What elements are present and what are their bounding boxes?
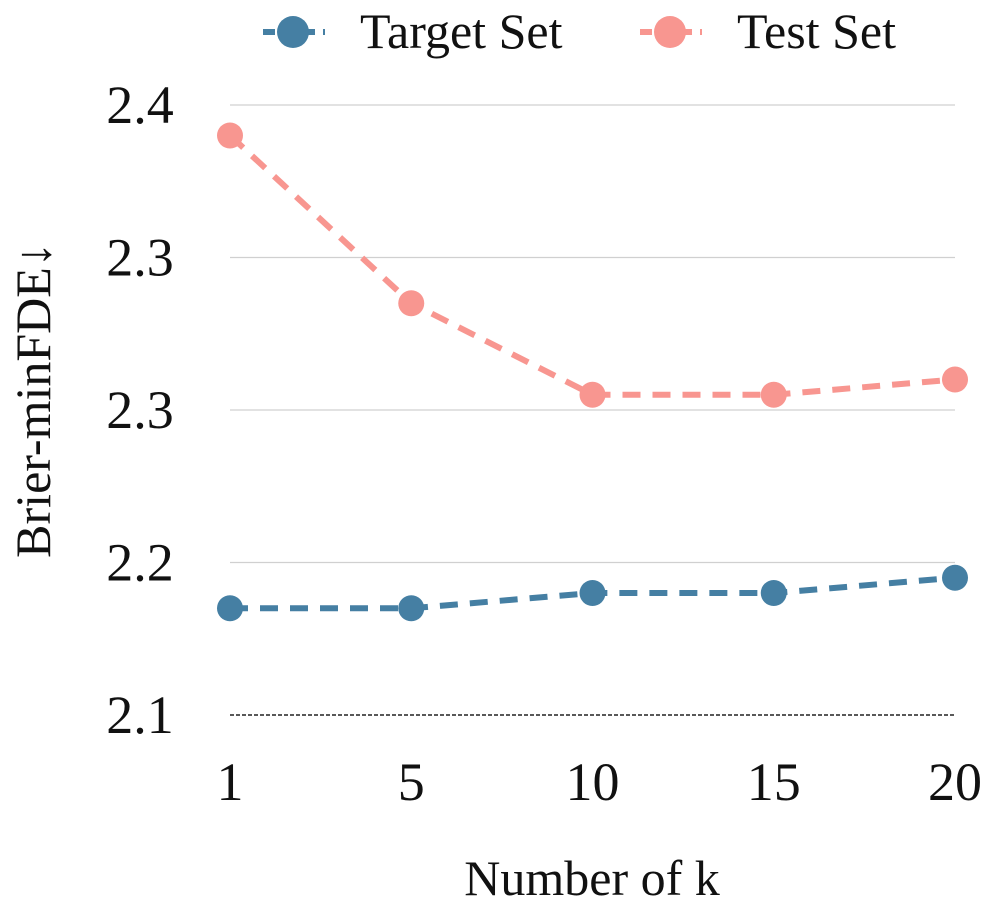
y-tick-label: 2.4 [106, 75, 174, 135]
legend-test-label: Test Set [737, 3, 896, 59]
x-tick-label: 10 [566, 752, 620, 812]
legend: Target Set Test Set [263, 3, 896, 59]
y-axis-title: Brier-minFDE↓ [5, 242, 61, 558]
legend-target-label: Target Set [360, 3, 563, 59]
data-point-test [579, 381, 606, 408]
legend-target-marker [277, 16, 309, 48]
data-point-test [217, 122, 243, 149]
data-point-test [942, 366, 968, 393]
data-point-target [579, 580, 606, 606]
x-tick-label: 20 [928, 752, 982, 812]
x-tick-labels: 1 5 10 15 20 [217, 752, 983, 812]
series-line-test [227, 133, 956, 398]
x-axis-title: Number of k [464, 850, 720, 905]
data-point-test [760, 381, 787, 408]
grid-lines [230, 104, 955, 716]
data-point-target [760, 580, 787, 606]
data-point-target [217, 595, 243, 622]
y-tick-label: 2.2 [106, 533, 174, 593]
y-tick-label: 2.3 [106, 380, 174, 440]
x-tick-label: 15 [747, 752, 801, 812]
y-tick-labels: 2.1 2.2 2.3 2.3 2.4 [106, 75, 174, 745]
x-tick-label: 1 [217, 752, 244, 812]
series-group [217, 122, 968, 622]
data-point-target [398, 595, 425, 622]
y-tick-label: 2.1 [106, 685, 174, 745]
legend-test-marker [654, 16, 686, 48]
x-tick-label: 5 [398, 752, 425, 812]
data-point-target [942, 564, 968, 591]
data-point-test [398, 290, 425, 317]
y-tick-label: 2.3 [106, 228, 174, 288]
